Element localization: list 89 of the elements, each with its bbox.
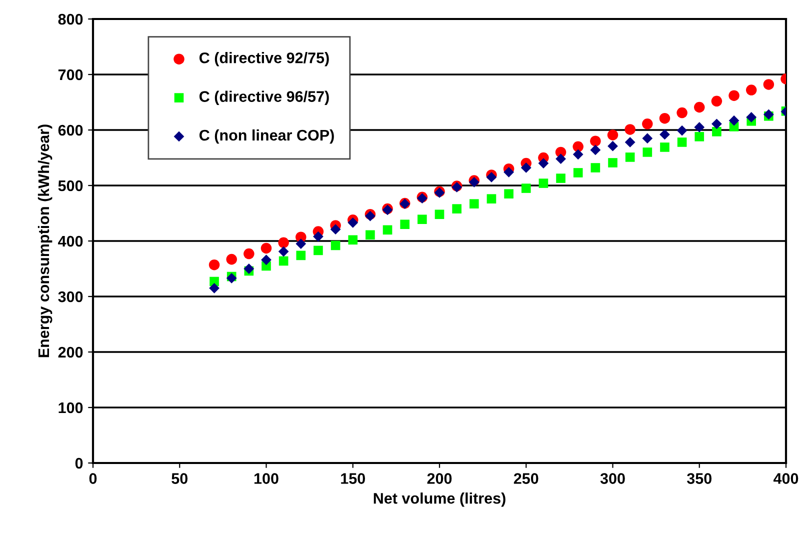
point [625,152,635,162]
x-axis-title: Net volume (litres) [374,492,506,507]
y-tick-label: 200 [58,346,83,358]
point [712,118,722,130]
point [573,168,583,178]
point [296,250,306,260]
point [209,282,220,294]
point [208,259,220,270]
point [763,79,774,90]
point [538,158,549,168]
point [660,142,670,152]
point [746,84,757,96]
y-axis-title: Energy consumption (kWh/year) [38,124,52,358]
x-tick-label: 150 [341,473,365,484]
point [676,107,688,118]
point [486,194,496,204]
point [418,214,427,224]
y-tick-label: 400 [58,236,83,247]
legend-label: C (non linear COP) [199,129,334,144]
point [659,112,670,124]
x-tick-label: 0 [89,473,97,484]
point [624,124,636,135]
point [572,149,584,160]
x-tick-label: 100 [254,473,278,484]
point [660,129,670,140]
point [676,125,688,136]
point [520,162,532,173]
point [330,224,341,235]
point [244,248,254,260]
point [260,242,272,254]
point [590,136,601,146]
x-tick-label: 50 [172,473,188,484]
point [746,112,757,122]
point [642,148,652,157]
point [330,240,340,250]
y-tick-label: 0 [75,458,83,469]
point [296,238,306,249]
point [572,141,584,152]
point [694,102,705,113]
point [313,231,324,242]
point [348,217,358,228]
y-tick-label: 300 [58,291,83,302]
point [452,204,462,214]
x-tick-label: 250 [514,473,538,484]
x-tick-label: 350 [686,473,712,484]
y-tick-label: 100 [58,402,83,414]
point [590,144,601,156]
x-tick-label: 300 [600,473,625,484]
y-tick-label: 500 [58,180,83,192]
y-tick-label: 700 [58,69,83,80]
point [694,132,704,142]
point [677,138,687,147]
y-tick-label: 600 [58,124,83,136]
point [278,246,289,257]
point [694,122,705,132]
point [261,254,272,266]
point [642,133,653,144]
point [590,163,600,172]
point [314,246,323,256]
point [642,118,653,130]
point [469,199,479,208]
point [712,127,722,136]
point [608,140,618,152]
point [556,174,566,183]
point [400,220,410,230]
point [434,210,444,220]
point [607,130,618,140]
point [382,225,392,235]
point [711,96,722,107]
point [728,115,740,126]
point [556,154,566,164]
y-tick-label: 800 [58,14,83,25]
point [244,264,254,274]
point [348,235,358,245]
point [624,137,636,148]
point [278,256,288,266]
x-tick-label: 400 [773,473,798,484]
point [728,90,740,101]
point [504,166,514,178]
point [538,178,548,188]
legend-label: C (directive 92/75) [199,52,329,66]
legend-label: C (directive 96/57) [199,90,329,105]
point [521,184,531,193]
point [226,254,237,265]
x-tick-label: 200 [427,473,452,484]
point [366,230,375,240]
point [504,189,514,198]
point [278,237,289,248]
point [608,158,618,168]
